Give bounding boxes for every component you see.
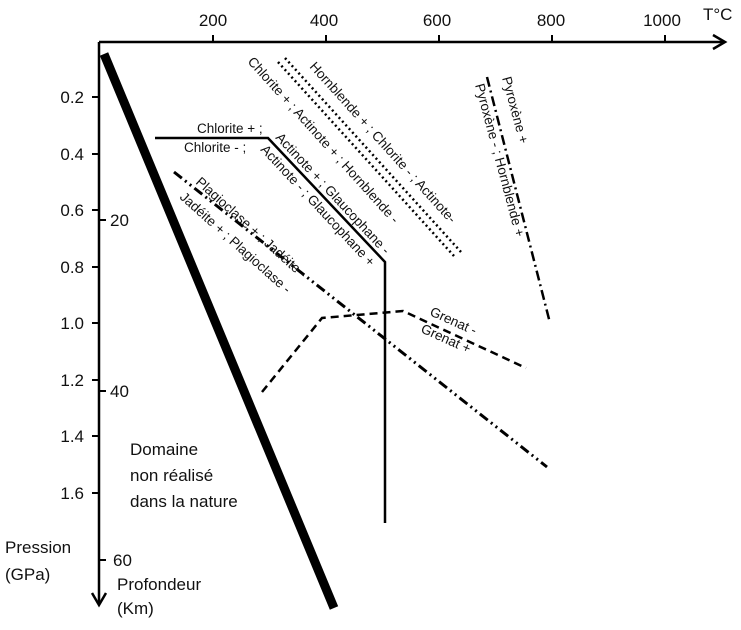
unrealized-domain-label-line2: non réalisé bbox=[130, 466, 213, 485]
unrealized-domain-boundary bbox=[99, 52, 339, 610]
chlorite-actinote-glaucophane-boundary bbox=[155, 136, 387, 523]
pressure-tick-label: 0.4 bbox=[60, 145, 84, 164]
pressure-axis-title: Pression bbox=[5, 538, 71, 557]
pressure-tick-label: 1.4 bbox=[60, 427, 84, 446]
unrealized-domain-label-line1: Domaine bbox=[130, 440, 198, 459]
pressure-tick-label: 1.0 bbox=[60, 314, 84, 333]
depth-tick-label: 20 bbox=[110, 211, 129, 230]
temperature-ticks bbox=[212, 35, 666, 42]
depth-tick-label: 60 bbox=[113, 551, 132, 570]
pressure-axis-unit: (GPa) bbox=[5, 565, 50, 584]
pyroxene-hornblende-boundary bbox=[485, 76, 552, 324]
pyroxene-upper-label: Pyroxène + bbox=[499, 75, 531, 145]
temperature-tick-label: 400 bbox=[310, 11, 338, 30]
plagioclase-jadeite-boundary bbox=[173, 170, 548, 469]
depth-axis-unit: (Km) bbox=[117, 599, 154, 618]
depth-ticks bbox=[99, 219, 106, 561]
pressure-tick-label: 0.8 bbox=[60, 258, 84, 277]
hornblende-reaction-line-lower bbox=[284, 57, 462, 253]
depth-axis-title: Profondeur bbox=[117, 575, 201, 594]
grenat-boundary bbox=[261, 309, 527, 393]
pressure-tick-label: 0.2 bbox=[60, 88, 84, 107]
chlorite-upper-label: Chlorite + ; bbox=[197, 121, 263, 136]
pressure-tick-label: 0.6 bbox=[60, 201, 84, 220]
hornblende-reaction-line-upper bbox=[277, 61, 455, 257]
pressure-tick-label: 1.6 bbox=[60, 484, 84, 503]
temperature-tick-label: 200 bbox=[199, 11, 227, 30]
temperature-axis-arrow-icon bbox=[712, 33, 728, 51]
temperature-tick-label: 800 bbox=[537, 11, 565, 30]
pressure-ticks bbox=[92, 96, 99, 494]
depth-tick-label: 40 bbox=[110, 382, 129, 401]
temperature-tick-label: 600 bbox=[423, 11, 451, 30]
temperature-tick-label: 1000 bbox=[643, 11, 681, 30]
unrealized-domain-label-line3: dans la nature bbox=[130, 492, 238, 511]
pressure-axis-arrow-icon bbox=[90, 592, 108, 608]
chlorite-lower-label: Chlorite - ; bbox=[184, 140, 246, 155]
pressure-tick-label: 1.2 bbox=[60, 371, 84, 390]
temperature-axis-title: T°C bbox=[703, 5, 732, 24]
